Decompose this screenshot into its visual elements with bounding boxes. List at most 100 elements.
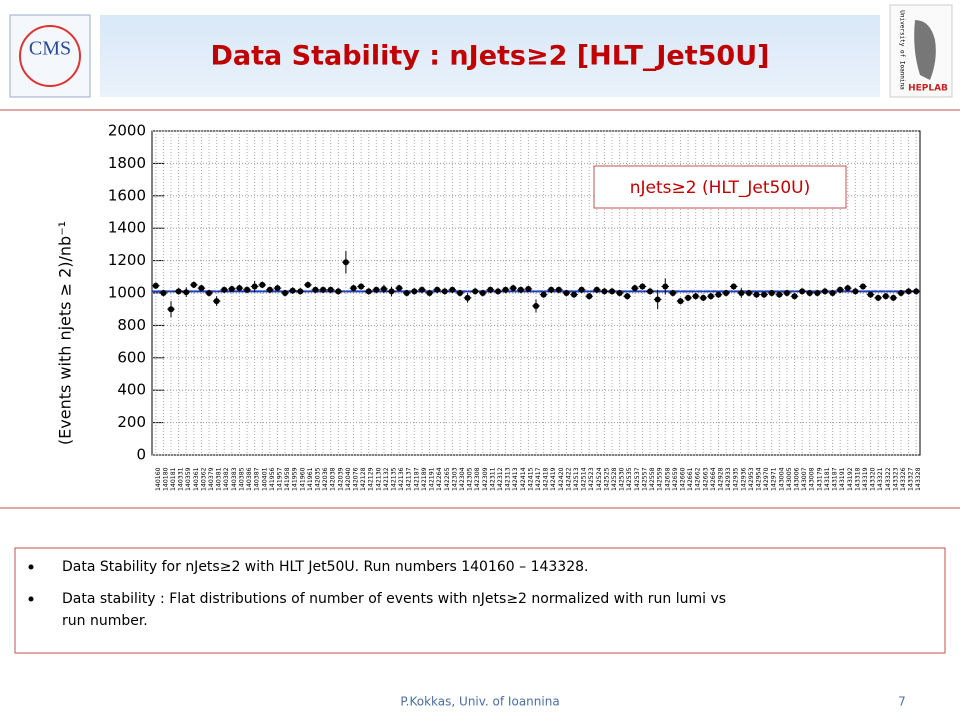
data-point (312, 286, 319, 293)
x-tick-label: 142557 (641, 467, 648, 491)
x-tick-label: 143326 (900, 467, 907, 491)
data-point (692, 293, 699, 300)
data-point (768, 290, 775, 296)
x-tick-label: 143187 (832, 467, 839, 491)
data-point (206, 290, 213, 296)
data-point (190, 281, 197, 288)
data-point (517, 286, 524, 293)
x-tick-label: 143006 (794, 467, 801, 491)
data-point (327, 286, 334, 293)
bullet (28, 596, 34, 602)
data-point (525, 285, 532, 292)
x-tick-label: 142265 (444, 467, 451, 491)
data-point (426, 290, 433, 296)
x-tick-label: 141958 (284, 467, 291, 491)
x-tick-label: 142313 (505, 467, 512, 491)
x-tick-label: 142132 (383, 467, 390, 491)
data-point (160, 290, 167, 296)
data-point (913, 288, 920, 295)
x-tick-label: 142658 (664, 467, 671, 491)
data-point (791, 293, 798, 300)
x-tick-label: 143320 (870, 467, 877, 491)
data-point (563, 290, 570, 296)
x-tick-label: 142420 (558, 467, 565, 491)
title-bar (100, 15, 880, 97)
data-point (494, 288, 501, 295)
data-point (152, 282, 159, 289)
x-tick-label: 142514 (581, 467, 588, 491)
y-tick-label: 2000 (108, 122, 146, 140)
y-tick-label: 800 (117, 316, 146, 334)
x-tick-label: 142129 (368, 467, 375, 491)
bullet-box (14, 547, 946, 654)
cms-logo-text: CMS (29, 38, 71, 60)
x-tick-label: 143319 (862, 467, 869, 491)
data-point (707, 293, 714, 300)
x-tick-label: 141961 (307, 467, 314, 491)
x-tick-label: 142660 (679, 467, 686, 491)
data-point (859, 283, 866, 290)
data-point (905, 288, 912, 295)
x-tick-label: 142413 (512, 467, 519, 491)
x-tick-label: 142971 (771, 467, 778, 491)
data-point (677, 298, 684, 305)
x-tick-label: 143005 (786, 467, 793, 491)
x-tick-label: 140180 (162, 467, 169, 491)
data-point (867, 291, 874, 298)
data-point (806, 290, 813, 296)
x-tick-label: 140387 (254, 467, 261, 491)
x-tick-label: 143008 (809, 467, 816, 491)
y-tick-label: 0 (136, 446, 146, 464)
data-point (844, 285, 851, 292)
x-tick-label: 142309 (482, 467, 489, 491)
data-point (647, 288, 654, 295)
data-point (631, 285, 638, 292)
x-tick-label: 142035 (314, 467, 321, 491)
x-tick-label: 142537 (634, 467, 641, 491)
x-tick-label: 140381 (216, 467, 223, 491)
data-point (540, 291, 547, 298)
legend-box (593, 165, 847, 209)
y-tick-label: 400 (117, 381, 146, 399)
data-point (456, 290, 463, 296)
data-point (897, 290, 904, 296)
x-tick-label: 142970 (763, 467, 770, 491)
data-point (418, 286, 425, 293)
data-point (342, 259, 349, 266)
data-point (685, 294, 692, 301)
data-point (403, 290, 410, 296)
data-point (464, 294, 471, 301)
x-tick-label: 143322 (885, 467, 892, 491)
x-tick-label: 143321 (877, 467, 884, 491)
legend-text: nJets≥2 (HLT_Jet50U) (630, 178, 811, 198)
x-tick-label: 143179 (816, 467, 823, 491)
data-point (251, 283, 258, 290)
data-point (441, 288, 448, 295)
x-tick-label: 142036 (322, 467, 329, 491)
data-point (662, 283, 669, 290)
data-point (282, 290, 289, 296)
data-point (761, 291, 768, 298)
data-point (783, 290, 790, 296)
x-tick-label: 142525 (603, 467, 610, 491)
data-point (571, 291, 578, 298)
x-tick-label: 142187 (413, 467, 420, 491)
data-point (236, 285, 243, 292)
data-point (616, 290, 623, 296)
data-point (669, 290, 676, 296)
data-point (586, 293, 593, 300)
cms-logo-ring (19, 25, 81, 87)
data-point (776, 291, 783, 298)
y-axis-label: (Events with njets ≥ 2)/nb⁻¹ (56, 221, 75, 445)
data-point (821, 288, 828, 295)
x-tick-label: 142558 (649, 467, 656, 491)
x-tick-label: 142523 (588, 467, 595, 491)
data-point (852, 288, 859, 295)
page-number: 7 (898, 695, 906, 709)
data-point (799, 288, 806, 295)
data-point (198, 285, 205, 292)
data-point (875, 294, 882, 301)
data-point (358, 283, 365, 290)
